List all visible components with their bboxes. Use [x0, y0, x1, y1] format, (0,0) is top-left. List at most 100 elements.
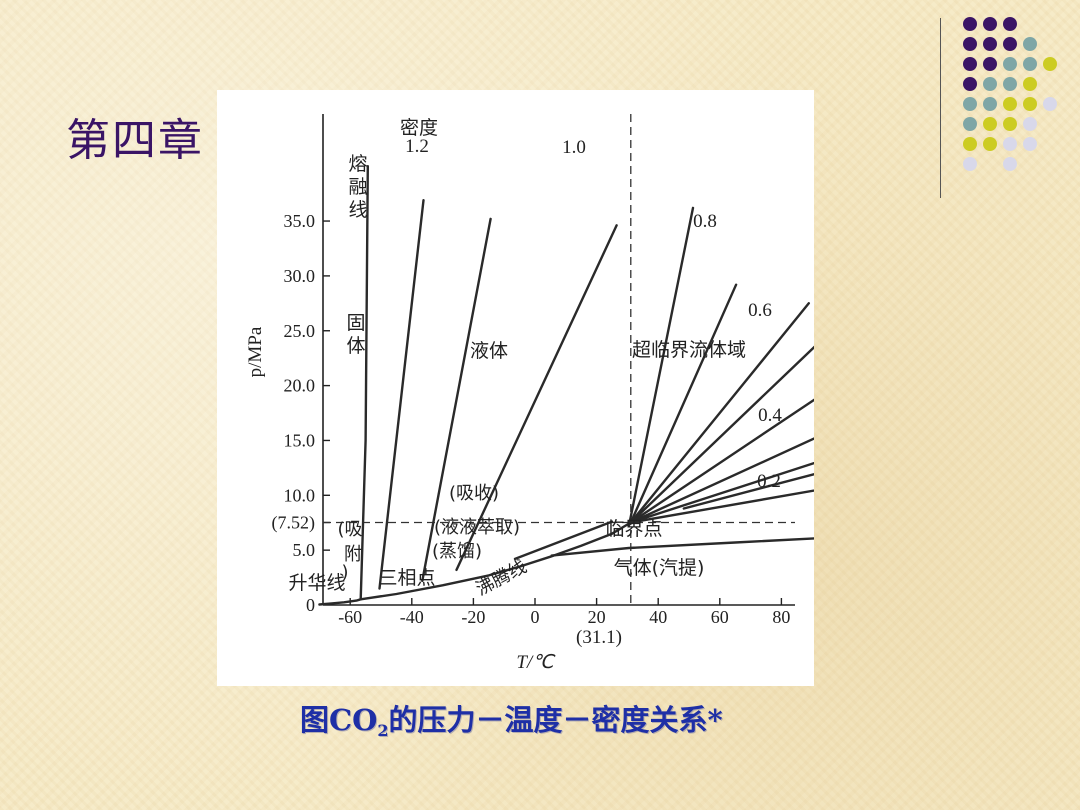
adsorption-label-1: (吸: [337, 519, 362, 540]
curve-0.8: [629, 283, 738, 524]
y-tick-label: 10.0: [284, 485, 316, 505]
absorption-label: (吸收): [449, 483, 499, 504]
sublimation-line-label: 升华线: [288, 572, 345, 594]
x-tick-label: 80: [772, 607, 790, 627]
curve-0.4: [629, 437, 814, 524]
y-tick-label: 25.0: [284, 321, 316, 341]
distillation-label: (蒸馏): [432, 541, 482, 562]
triple-point-label: 三相点: [378, 567, 435, 589]
isochore-curve: [629, 489, 814, 524]
decorative-dot: [963, 137, 977, 151]
density-label-1-2: 1.2: [405, 136, 429, 157]
decorative-dot: [963, 77, 977, 91]
decorative-dot: [1043, 57, 1057, 71]
isochore-curve: [629, 461, 814, 524]
decorative-dot: [1003, 97, 1017, 111]
critical-point-label: 临界点: [605, 518, 662, 540]
boiling-line-label: 沸腾线: [473, 556, 531, 600]
density-label-0-8: 0.8: [693, 211, 717, 232]
decorative-dot: [963, 57, 977, 71]
density-label-1-0: 1.0: [562, 137, 586, 158]
decorative-dot: [983, 37, 997, 51]
curve-1.0: [455, 224, 618, 572]
curve-0.6: [629, 345, 814, 524]
curve-熔融线: [359, 164, 370, 601]
decorative-dot: [1003, 77, 1017, 91]
phase-diagram-figure: 0 5.0 (7.52) 10.0 15.0 20.0 25.0 30.0 35.0 -60 -4…: [217, 90, 814, 686]
decorative-dot: [963, 17, 977, 31]
extraction-label: (液液萃取): [434, 517, 520, 538]
isochore-curve: [629, 398, 814, 524]
decorative-dot: [1023, 137, 1037, 151]
y-tick-label: 15.0: [284, 430, 316, 450]
decorative-dot: [1023, 57, 1037, 71]
y-tick-label: 30.0: [284, 266, 316, 286]
y-axis-ticks: 0 5.0 (7.52) 10.0 15.0 20.0 25.0 30.0 35.0: [272, 211, 330, 615]
decorative-dot: [1003, 117, 1017, 131]
curve-升华线: [318, 598, 362, 606]
x-tick-label: -40: [400, 607, 424, 627]
decorative-dot: [983, 117, 997, 131]
x-tick-label: 60: [711, 607, 729, 627]
adsorption-label-3: ): [341, 562, 348, 583]
isochore-curve: [629, 302, 810, 524]
melting-line-label-2: 融: [348, 176, 367, 198]
y-tick-label: 20.0: [284, 376, 316, 396]
decorative-dot: [983, 97, 997, 111]
curve-1.2: [378, 198, 425, 590]
density-header: 密度: [400, 117, 438, 139]
x-tick-label: 40: [649, 607, 667, 627]
critical-temperature-label: (31.1): [576, 627, 622, 648]
y-tick-label: (7.52): [272, 513, 316, 534]
curves: [318, 114, 814, 606]
adsorption-label-2: 附: [344, 544, 362, 565]
decorative-dot: [1023, 117, 1037, 131]
x-axis-title: T/℃: [516, 652, 556, 673]
decorative-dot: [963, 157, 977, 171]
isochore-curve: [513, 520, 614, 561]
decorative-dot: [983, 57, 997, 71]
x-tick-label: -20: [461, 607, 485, 627]
solid-label-2: 体: [346, 335, 365, 357]
decorative-dot: [1003, 57, 1017, 71]
decorative-dot: [1043, 97, 1057, 111]
density-label-0-2: 0.2: [757, 471, 781, 492]
divider-line: [940, 18, 941, 198]
decorative-dot: [1003, 17, 1017, 31]
slide-title: 第四章: [66, 115, 204, 166]
isochore-curve: [627, 206, 695, 528]
figure-caption: 图CO2的压力－温度－密度关系*: [300, 697, 723, 740]
y-tick-label: 0: [306, 595, 315, 615]
decorative-dot: [1003, 157, 1017, 171]
density-label-0-4: 0.4: [758, 405, 782, 426]
x-tick-label: -60: [338, 607, 362, 627]
supercritical-label: 超临界流体域: [632, 339, 746, 361]
phase-diagram-chart: 0 5.0 (7.52) 10.0 15.0 20.0 25.0 30.0 35.0 -60 -4…: [245, 114, 814, 673]
solid-label-1: 固: [346, 312, 365, 334]
y-tick-label: 35.0: [284, 211, 316, 231]
decorative-dot: [983, 77, 997, 91]
curve-0.2: [682, 472, 814, 510]
decorative-dot: [1003, 37, 1017, 51]
density-label-0-6: 0.6: [748, 300, 772, 321]
decorative-dot-grid: [963, 17, 1057, 171]
x-tick-label: 0: [531, 607, 540, 627]
decorative-dot: [1003, 137, 1017, 151]
decorative-dot: [963, 37, 977, 51]
decorative-dot: [1023, 37, 1037, 51]
isochore-curve: [421, 217, 492, 583]
decorative-dot: [983, 137, 997, 151]
decorative-dot: [963, 117, 977, 131]
x-tick-label: 20: [588, 607, 606, 627]
decorative-dot: [963, 97, 977, 111]
caption-subscript: 2: [377, 721, 389, 740]
gas-label: 气体(汽提): [614, 557, 705, 579]
curve-沸腾线: [359, 521, 632, 601]
caption-prefix: 图CO: [300, 703, 378, 737]
y-tick-label: 5.0: [293, 540, 316, 560]
melting-line-label-1: 熔: [348, 153, 367, 175]
melting-line-label-3: 线: [348, 199, 367, 221]
isochore-curve: [550, 537, 814, 557]
x-axis-ticks: -60-40-20020406080100: [338, 598, 790, 627]
liquid-label: 液体: [470, 340, 508, 362]
